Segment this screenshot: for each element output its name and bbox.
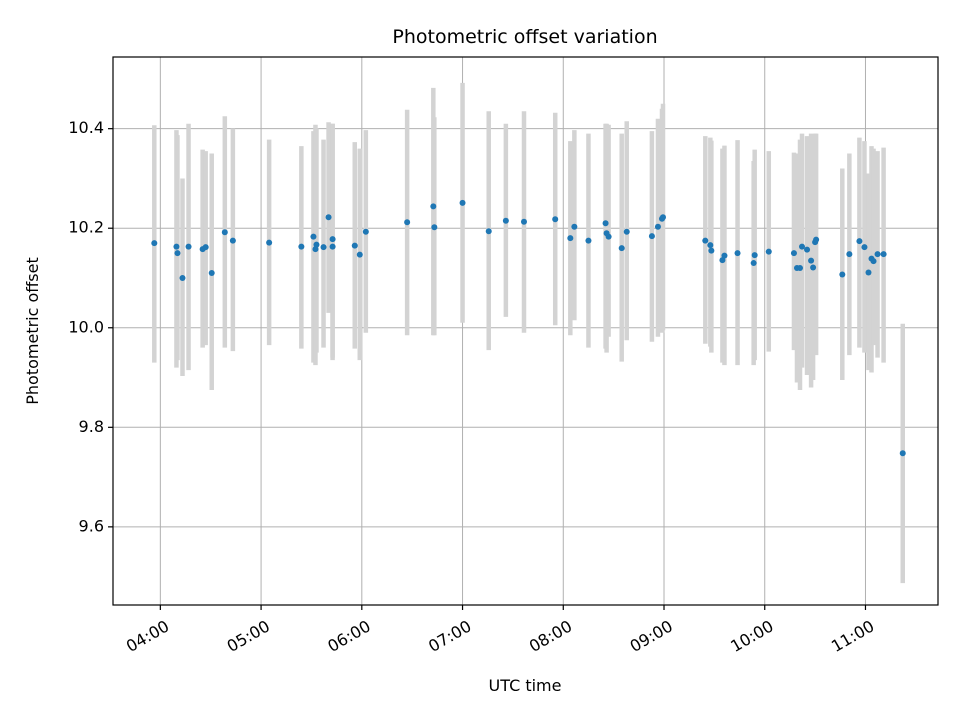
data-point <box>356 251 363 258</box>
data-point <box>185 243 192 250</box>
data-point <box>202 244 209 251</box>
y-axis-label: Photometric offset <box>23 257 42 405</box>
data-point <box>708 247 715 254</box>
data-point <box>329 236 336 243</box>
data-point <box>571 223 578 230</box>
data-point <box>804 246 811 253</box>
data-point <box>839 271 846 278</box>
data-point <box>351 242 358 249</box>
data-point <box>221 229 228 236</box>
y-tick-label: 10.4 <box>68 118 104 137</box>
data-points <box>151 199 906 457</box>
y-tick-label: 10.2 <box>68 218 104 237</box>
data-point <box>623 228 630 235</box>
data-point <box>552 216 559 223</box>
data-point <box>861 244 868 251</box>
data-point <box>874 251 881 258</box>
data-point <box>813 236 820 243</box>
data-point <box>618 245 625 252</box>
data-point <box>179 274 186 281</box>
data-point <box>654 223 661 230</box>
data-point <box>605 233 612 240</box>
y-axis-ticks: 9.6 9.8 10.0 10.2 10.4 <box>68 118 113 535</box>
data-point <box>208 270 215 277</box>
data-point <box>702 237 709 244</box>
data-point <box>459 199 466 206</box>
data-point <box>520 218 527 225</box>
data-point <box>313 241 320 248</box>
data-point <box>310 233 317 240</box>
data-point <box>799 243 806 250</box>
plot-frame <box>112 56 939 606</box>
data-point <box>808 257 815 264</box>
data-point <box>880 251 887 258</box>
data-point <box>431 224 438 231</box>
data-point <box>229 237 236 244</box>
data-point <box>362 228 369 235</box>
data-point <box>750 260 757 267</box>
data-point <box>325 214 332 221</box>
data-point <box>567 235 574 242</box>
chart-title: Photometric offset variation <box>392 26 657 48</box>
data-point <box>734 250 741 257</box>
data-point <box>810 264 817 271</box>
data-point <box>173 243 180 250</box>
data-point <box>707 242 714 249</box>
data-point <box>856 238 863 245</box>
data-point <box>485 228 492 235</box>
data-point <box>751 252 758 259</box>
data-point <box>430 203 437 210</box>
data-point <box>765 248 772 255</box>
data-point <box>266 239 273 246</box>
data-point <box>312 246 319 253</box>
data-point <box>404 219 411 226</box>
data-point <box>796 265 803 272</box>
data-point <box>790 250 797 257</box>
data-point <box>870 258 877 265</box>
y-tick-label: 9.8 <box>79 417 104 436</box>
data-point <box>660 214 666 221</box>
data-point <box>151 240 158 247</box>
data-point <box>174 250 181 257</box>
x-axis-label: UTC time <box>489 676 562 695</box>
data-point <box>502 217 509 224</box>
data-point <box>585 237 592 244</box>
data-point <box>298 243 305 250</box>
data-point <box>865 269 872 276</box>
data-point <box>899 450 906 457</box>
data-point <box>648 233 655 240</box>
data-point <box>329 243 336 250</box>
y-tick-label: 10.0 <box>68 317 104 336</box>
data-point <box>320 244 327 251</box>
y-tick-label: 9.6 <box>79 516 104 535</box>
data-point <box>846 251 853 258</box>
data-point <box>721 252 728 259</box>
data-point <box>602 220 609 227</box>
data-point <box>719 257 726 264</box>
